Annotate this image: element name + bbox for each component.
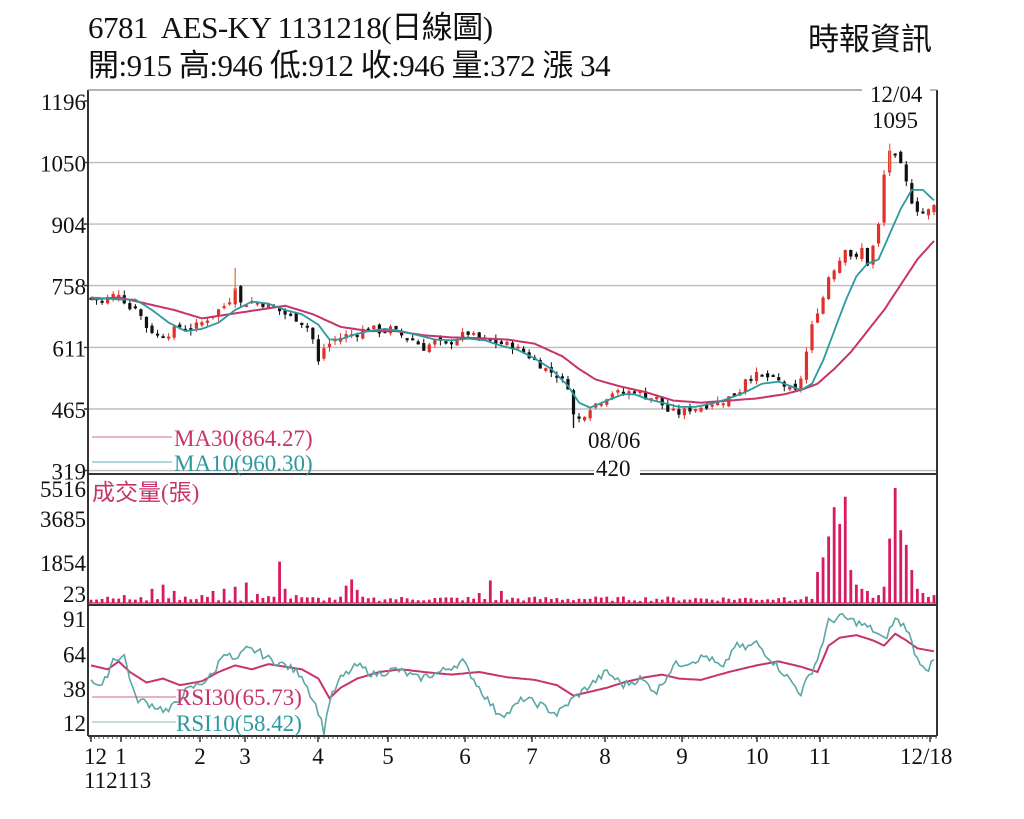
svg-text:319: 319	[52, 460, 87, 485]
rsi-legend: RSI30(65.73) RSI10(58.42)	[92, 685, 302, 736]
svg-text:4: 4	[312, 744, 324, 769]
svg-text:758: 758	[52, 275, 87, 300]
x-axis-labels: 12 1 2 3 4 5 6 7 8 9 10 11 12/18	[84, 744, 952, 769]
rsi10-line	[90, 613, 935, 735]
svg-text:3685: 3685	[40, 507, 86, 532]
svg-text:465: 465	[52, 398, 87, 423]
year-label: 112113	[84, 768, 151, 793]
svg-text:7: 7	[526, 744, 538, 769]
svg-text:904: 904	[52, 213, 87, 238]
rsi30-legend: RSI30(65.73)	[176, 685, 302, 710]
svg-text:91: 91	[63, 607, 86, 632]
svg-text:1050: 1050	[40, 152, 86, 177]
svg-text:8: 8	[599, 744, 611, 769]
svg-text:12/18: 12/18	[900, 744, 952, 769]
svg-text:9: 9	[676, 744, 688, 769]
high-annotation: 12/04 1095	[866, 80, 928, 136]
svg-text:11: 11	[809, 744, 831, 769]
svg-text:1196: 1196	[41, 90, 86, 115]
ma30-legend: MA30(864.27)	[174, 426, 313, 451]
ma10-legend: MA10(960.30)	[174, 451, 313, 476]
low-annotation: 08/06 420	[588, 428, 640, 484]
x-axis-ticks	[89, 736, 937, 742]
volume-bars	[88, 488, 937, 604]
svg-text:6: 6	[459, 744, 471, 769]
low-date: 08/06	[588, 428, 640, 453]
panel-frames	[87, 89, 938, 737]
chart-title: 6781 AES-KY 1131218(日線圖)	[88, 10, 493, 45]
svg-text:23: 23	[63, 582, 86, 607]
svg-text:3: 3	[239, 744, 251, 769]
svg-text:1854: 1854	[40, 551, 87, 576]
svg-text:2: 2	[194, 744, 206, 769]
svg-text:1: 1	[115, 744, 127, 769]
high-date: 12/04	[870, 82, 923, 107]
svg-text:5: 5	[382, 744, 394, 769]
svg-text:10: 10	[746, 744, 769, 769]
ma-legend: MA30(864.27) MA10(960.30)	[92, 426, 313, 476]
svg-text:38: 38	[63, 677, 86, 702]
ohlc-summary: 開:915 高:946 低:912 收:946 量:372 漲 34	[88, 48, 611, 83]
svg-text:12: 12	[63, 711, 86, 736]
svg-text:64: 64	[63, 643, 87, 668]
rsi10-legend: RSI10(58.42)	[176, 711, 302, 736]
volume-legend: 成交量(張)	[92, 480, 199, 505]
low-value: 420	[596, 456, 631, 481]
source-label: 時報資訊	[808, 22, 932, 57]
ma10-line	[90, 189, 935, 409]
rsi30-line	[90, 632, 935, 700]
svg-text:611: 611	[52, 336, 86, 361]
svg-text:12: 12	[84, 744, 107, 769]
high-value: 1095	[872, 108, 918, 133]
svg-text:5516: 5516	[40, 477, 86, 502]
